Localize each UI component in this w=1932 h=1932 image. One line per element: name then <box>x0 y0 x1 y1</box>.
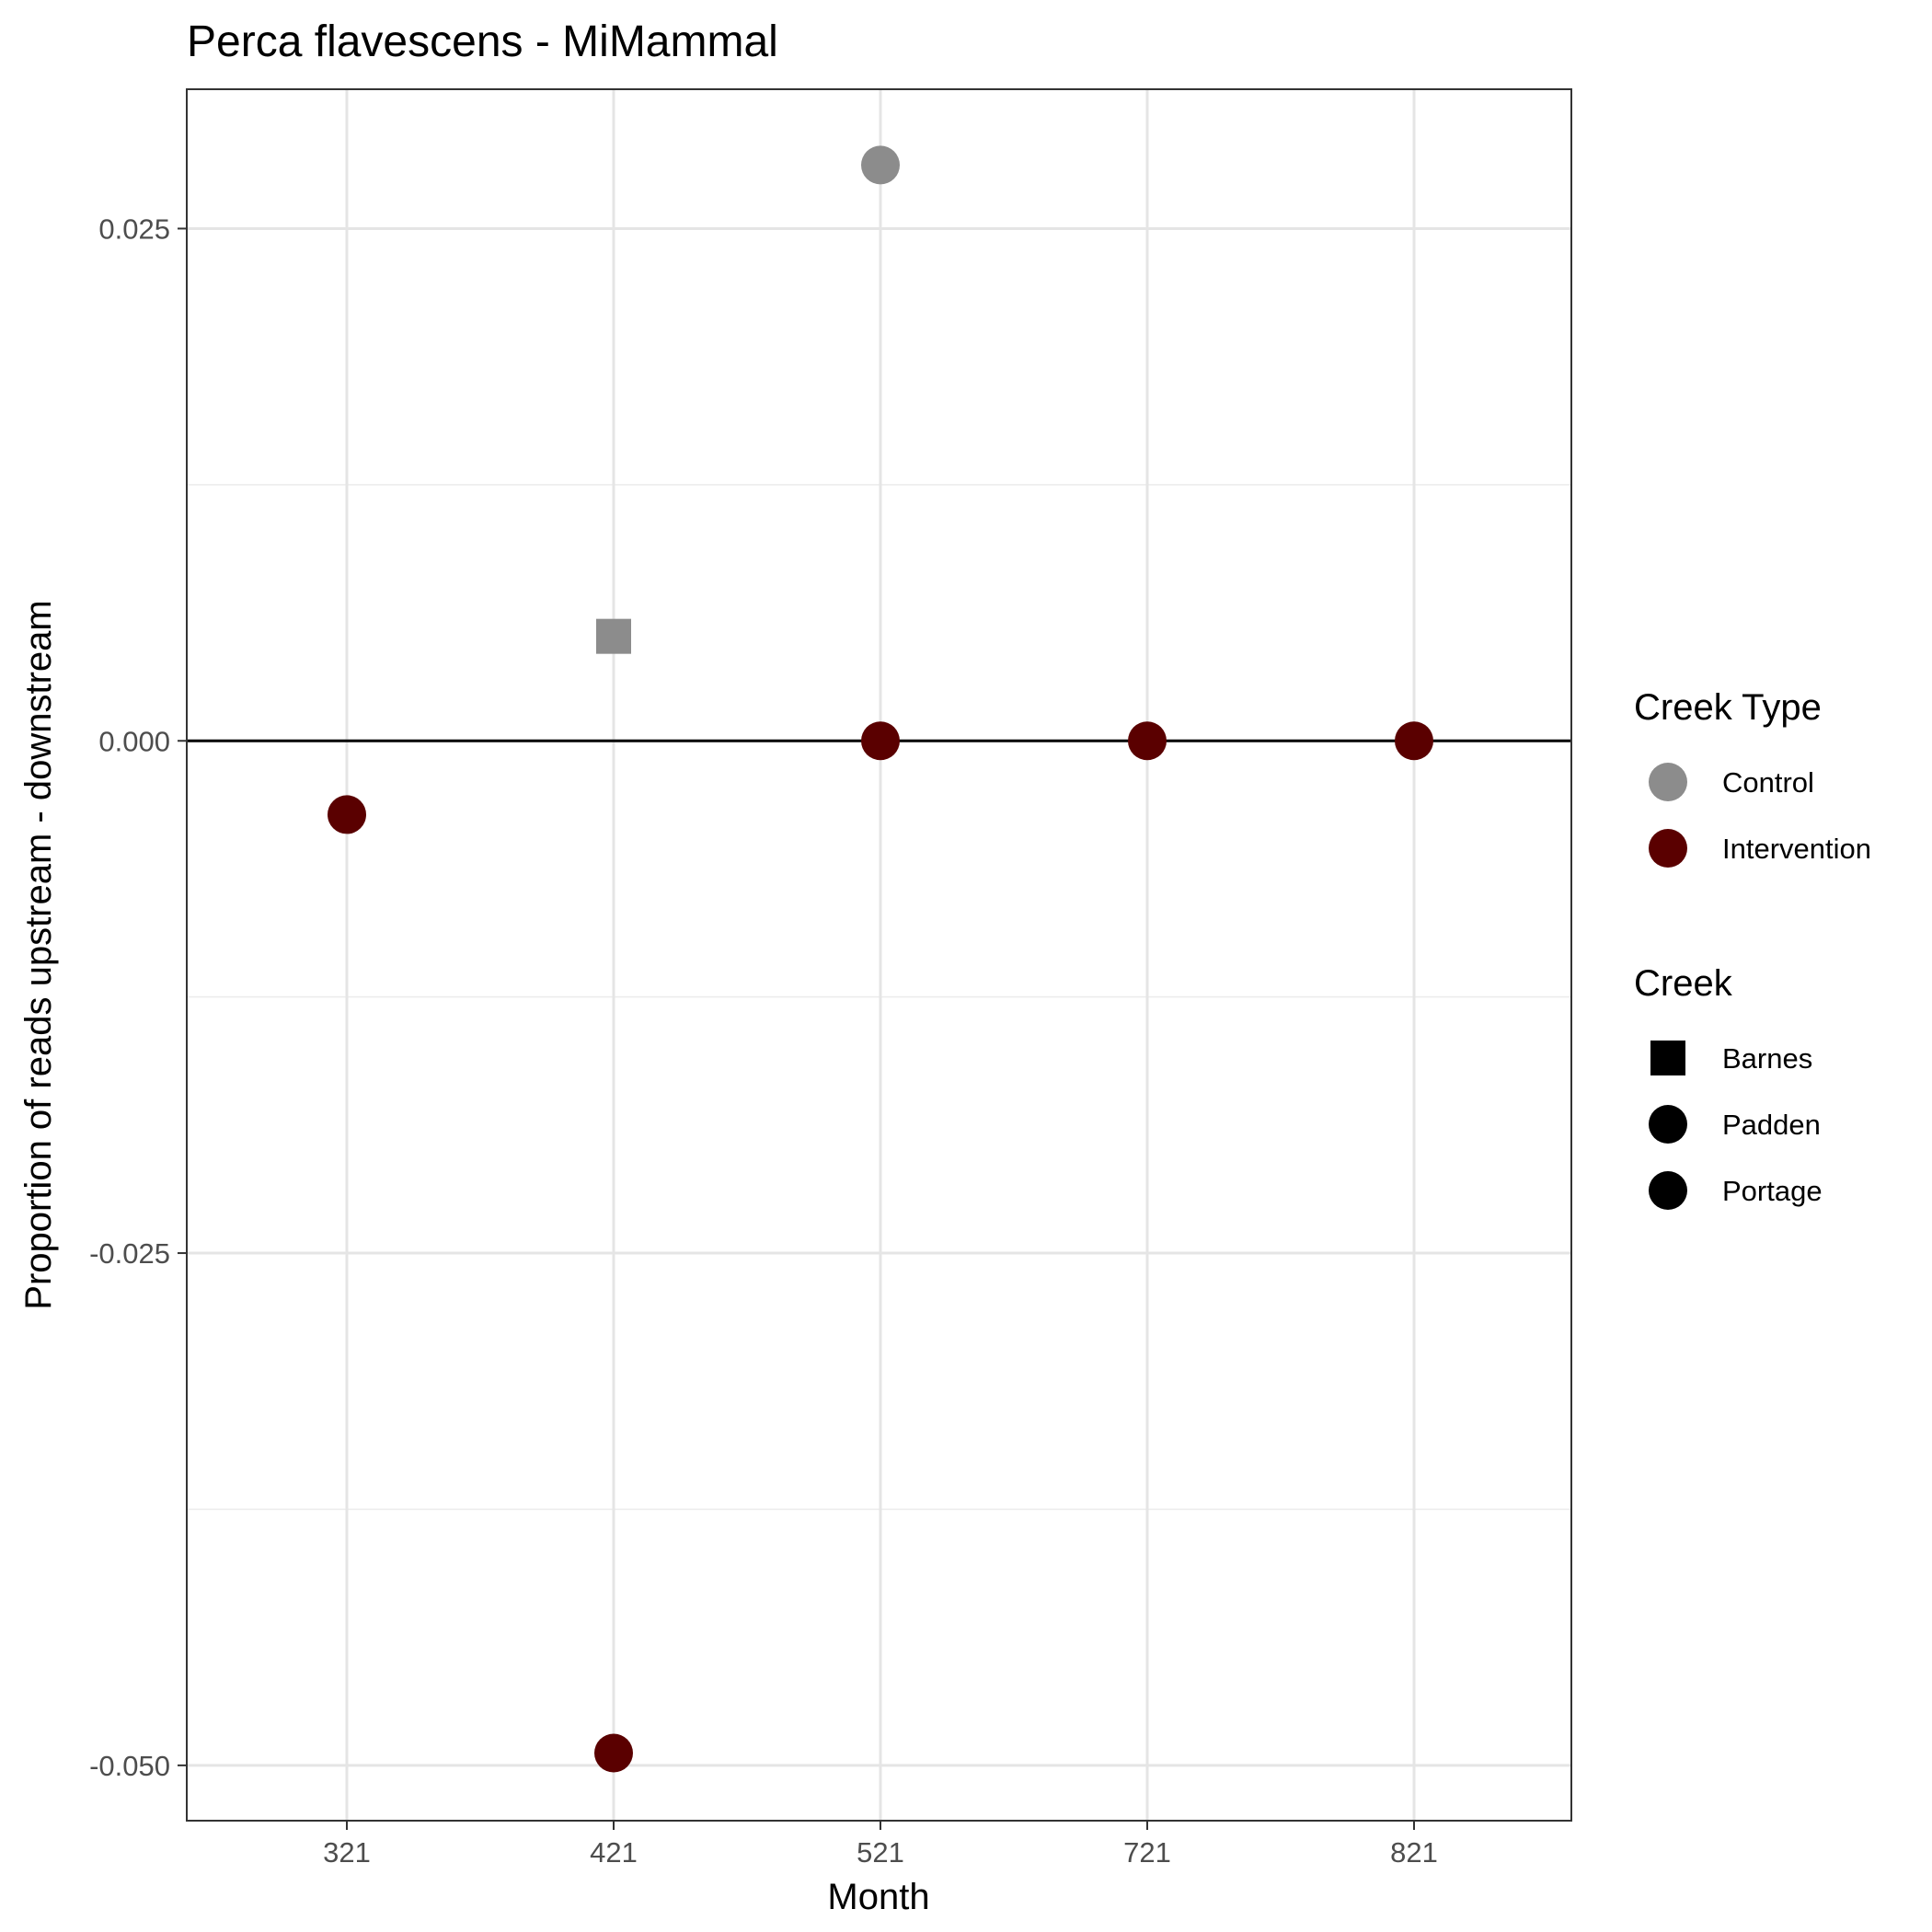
plot-panel-border <box>186 88 1572 1822</box>
y-tick-label: -0.025 <box>89 1237 170 1270</box>
legend-key-circle <box>1649 1171 1687 1210</box>
y-axis: 0.025 0.000 -0.025 -0.050 <box>89 213 187 1782</box>
data-point-circle <box>1128 721 1167 761</box>
y-axis-title: Proportion of reads upstream - downstrea… <box>18 600 59 1309</box>
data-point-circle <box>1395 721 1433 761</box>
data-point-circle <box>861 145 900 185</box>
legend-key-circle <box>1649 829 1687 868</box>
grid-lines <box>187 89 1571 1821</box>
legend-label-creek-type: Control <box>1722 766 1814 799</box>
legend-key-circle <box>1649 1105 1687 1144</box>
x-tick-label: 421 <box>590 1836 638 1869</box>
legend-title-creek: Creek <box>1634 963 1733 1004</box>
x-tick-label: 821 <box>1390 1836 1438 1869</box>
legend-title-creek-type: Creek Type <box>1634 687 1822 728</box>
x-tick-label: 321 <box>323 1836 371 1869</box>
legend-label-creek: Padden <box>1722 1109 1821 1141</box>
legend-key-circle <box>1649 763 1687 801</box>
legend-key-square <box>1650 1041 1685 1075</box>
x-axis-title: Month <box>827 1877 929 1917</box>
x-tick-label: 721 <box>1123 1836 1171 1869</box>
y-tick-label: 0.000 <box>98 725 170 757</box>
legend: Creek Type Control Intervention Creek Barnes… <box>1634 687 1871 1210</box>
data-point-circle <box>594 1733 633 1773</box>
legend-label-creek-type: Intervention <box>1722 833 1871 865</box>
data-point-square <box>596 618 631 654</box>
legend-label-creek: Barnes <box>1722 1042 1812 1075</box>
y-tick-label: 0.025 <box>98 213 170 245</box>
data-points <box>328 145 1433 1773</box>
chart-title: Perca flavescens - MiMammal <box>187 17 778 66</box>
data-point-circle <box>861 721 900 761</box>
data-point-circle <box>328 795 366 834</box>
x-tick-label: 521 <box>857 1836 904 1869</box>
legend-label-creek: Portage <box>1722 1175 1823 1207</box>
y-tick-label: -0.050 <box>89 1750 170 1782</box>
x-axis: 321 421 521 721 821 <box>323 1821 1438 1869</box>
